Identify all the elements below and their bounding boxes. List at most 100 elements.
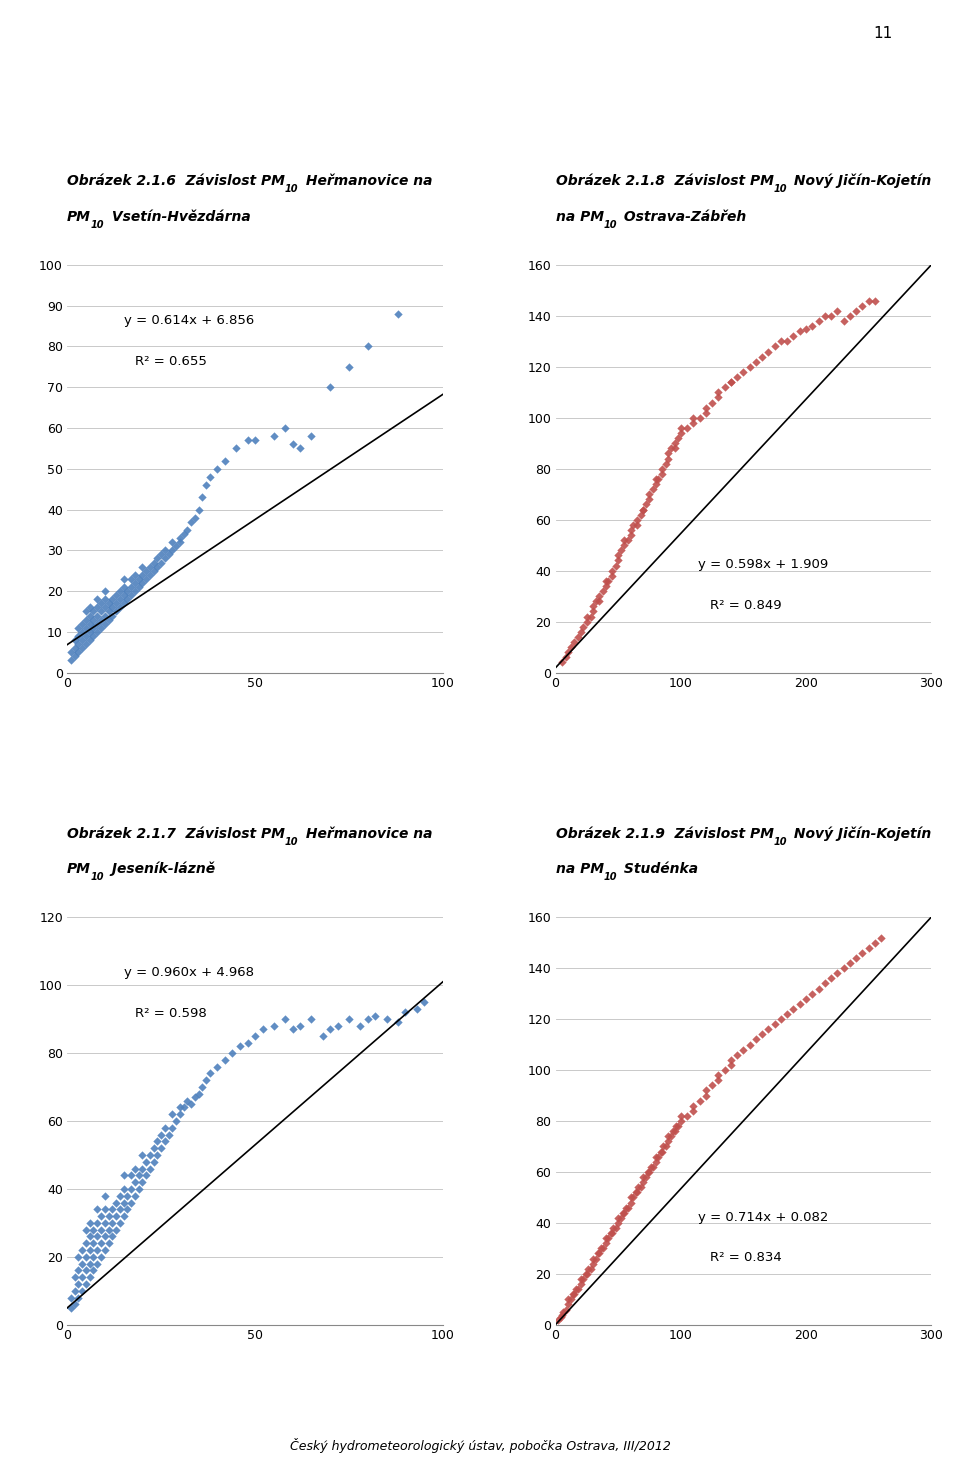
- Point: [811, 309, 827, 333]
- Point: [673, 417, 688, 440]
- Text: 10: 10: [774, 836, 787, 846]
- Point: [157, 539, 173, 562]
- Point: [660, 1129, 676, 1153]
- Point: [561, 1292, 576, 1316]
- Point: [172, 1095, 187, 1119]
- Point: [579, 1262, 594, 1285]
- Point: [773, 330, 788, 353]
- Point: [108, 583, 124, 606]
- Point: [75, 1279, 90, 1303]
- Point: [648, 473, 663, 496]
- Point: [142, 1157, 157, 1181]
- Point: [705, 390, 720, 414]
- Point: [573, 1267, 588, 1291]
- Text: 10: 10: [604, 871, 617, 882]
- Point: [124, 583, 139, 606]
- Point: [82, 1225, 97, 1248]
- Text: Vsetín-Hvězdárna: Vsetín-Hvězdárna: [107, 209, 251, 224]
- Point: [67, 645, 83, 668]
- Point: [680, 417, 695, 440]
- Point: [127, 562, 142, 586]
- Point: [183, 509, 199, 533]
- Point: [116, 1163, 132, 1186]
- Point: [112, 580, 128, 604]
- Point: [67, 636, 83, 659]
- Point: [142, 562, 157, 586]
- Point: [138, 559, 154, 583]
- Point: [199, 1069, 214, 1092]
- Point: [112, 596, 128, 620]
- Point: [563, 1288, 578, 1312]
- Point: [165, 1116, 180, 1139]
- Point: [588, 589, 603, 612]
- Point: [563, 636, 578, 659]
- Point: [108, 1217, 124, 1241]
- Point: [824, 305, 839, 328]
- Point: [165, 1103, 180, 1126]
- Point: [240, 1030, 255, 1054]
- Point: [390, 302, 405, 325]
- Point: [79, 624, 94, 648]
- Point: [71, 633, 86, 657]
- Point: [341, 355, 356, 378]
- Text: Jeseník-lázně: Jeseník-lázně: [107, 861, 215, 876]
- Point: [79, 1272, 94, 1295]
- Point: [573, 620, 588, 643]
- Point: [817, 972, 832, 995]
- Text: 10: 10: [91, 219, 105, 230]
- Point: [180, 1089, 195, 1113]
- Point: [616, 1201, 632, 1225]
- Point: [89, 1238, 105, 1262]
- Point: [93, 1232, 108, 1256]
- Text: y = 0.960x + 4.968: y = 0.960x + 4.968: [124, 966, 253, 979]
- Point: [89, 1225, 105, 1248]
- Point: [667, 431, 683, 455]
- Point: [116, 583, 132, 606]
- Point: [120, 1198, 135, 1222]
- Point: [608, 553, 623, 577]
- Point: [636, 498, 651, 521]
- Point: [195, 1075, 210, 1098]
- Point: [108, 599, 124, 623]
- Point: [804, 315, 820, 339]
- Point: [692, 1089, 708, 1113]
- Point: [379, 1007, 395, 1030]
- Point: [598, 1232, 613, 1256]
- Point: [187, 1085, 203, 1108]
- Point: [854, 941, 870, 964]
- Point: [586, 1251, 601, 1275]
- Point: [112, 587, 128, 611]
- Text: Obrázek 2.1.7  Závislost PM: Obrázek 2.1.7 Závislost PM: [67, 827, 285, 841]
- Point: [730, 365, 745, 389]
- Point: [611, 1206, 626, 1229]
- Point: [75, 1238, 90, 1262]
- Point: [165, 539, 180, 562]
- Point: [642, 483, 658, 506]
- Text: y = 0.714x + 0.082: y = 0.714x + 0.082: [698, 1210, 828, 1223]
- Point: [573, 1272, 588, 1295]
- Point: [79, 1232, 94, 1256]
- Point: [146, 1150, 161, 1173]
- Point: [849, 946, 864, 970]
- Point: [240, 428, 255, 452]
- Point: [116, 576, 132, 599]
- Point: [93, 608, 108, 631]
- Text: 10: 10: [604, 219, 617, 230]
- Point: [352, 1014, 368, 1038]
- Point: [723, 371, 738, 394]
- Point: [565, 1282, 581, 1306]
- Point: [360, 1007, 375, 1030]
- Point: [105, 596, 120, 620]
- Point: [101, 608, 116, 631]
- Point: [303, 424, 319, 447]
- Point: [799, 316, 814, 340]
- Point: [127, 1183, 142, 1207]
- Point: [561, 640, 576, 664]
- Point: [67, 629, 83, 652]
- Point: [232, 1035, 248, 1058]
- Point: [266, 1014, 281, 1038]
- Point: [93, 615, 108, 639]
- Point: [168, 534, 183, 558]
- Point: [849, 299, 864, 322]
- Point: [112, 1198, 128, 1222]
